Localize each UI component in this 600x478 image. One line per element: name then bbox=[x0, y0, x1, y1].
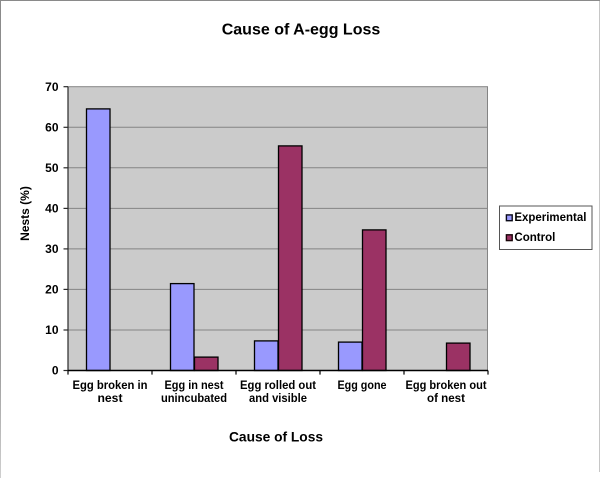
svg-text:unincubated: unincubated bbox=[161, 391, 227, 405]
svg-text:Experimental: Experimental bbox=[514, 210, 586, 224]
svg-text:of nest: of nest bbox=[427, 391, 465, 405]
svg-text:40: 40 bbox=[45, 202, 59, 216]
svg-text:Nests (%): Nests (%) bbox=[18, 186, 32, 241]
svg-text:60: 60 bbox=[45, 121, 59, 135]
svg-text:Control: Control bbox=[514, 230, 555, 244]
svg-text:0: 0 bbox=[52, 364, 59, 378]
svg-text:Egg broken out: Egg broken out bbox=[406, 378, 487, 392]
svg-text:Egg in nest: Egg in nest bbox=[165, 378, 224, 392]
svg-text:20: 20 bbox=[45, 283, 59, 297]
svg-text:Cause of A-egg Loss: Cause of A-egg Loss bbox=[222, 22, 381, 39]
svg-text:10: 10 bbox=[45, 323, 59, 337]
svg-text:nest: nest bbox=[98, 391, 123, 405]
svg-text:Egg gone: Egg gone bbox=[338, 378, 387, 392]
svg-text:70: 70 bbox=[45, 80, 59, 94]
svg-text:Egg broken in: Egg broken in bbox=[73, 378, 148, 392]
svg-text:Egg rolled out: Egg rolled out bbox=[240, 378, 316, 392]
svg-text:and visible: and visible bbox=[249, 391, 307, 405]
svg-text:30: 30 bbox=[45, 242, 59, 256]
svg-text:Cause of Loss: Cause of Loss bbox=[229, 428, 323, 444]
svg-text:50: 50 bbox=[45, 161, 59, 175]
